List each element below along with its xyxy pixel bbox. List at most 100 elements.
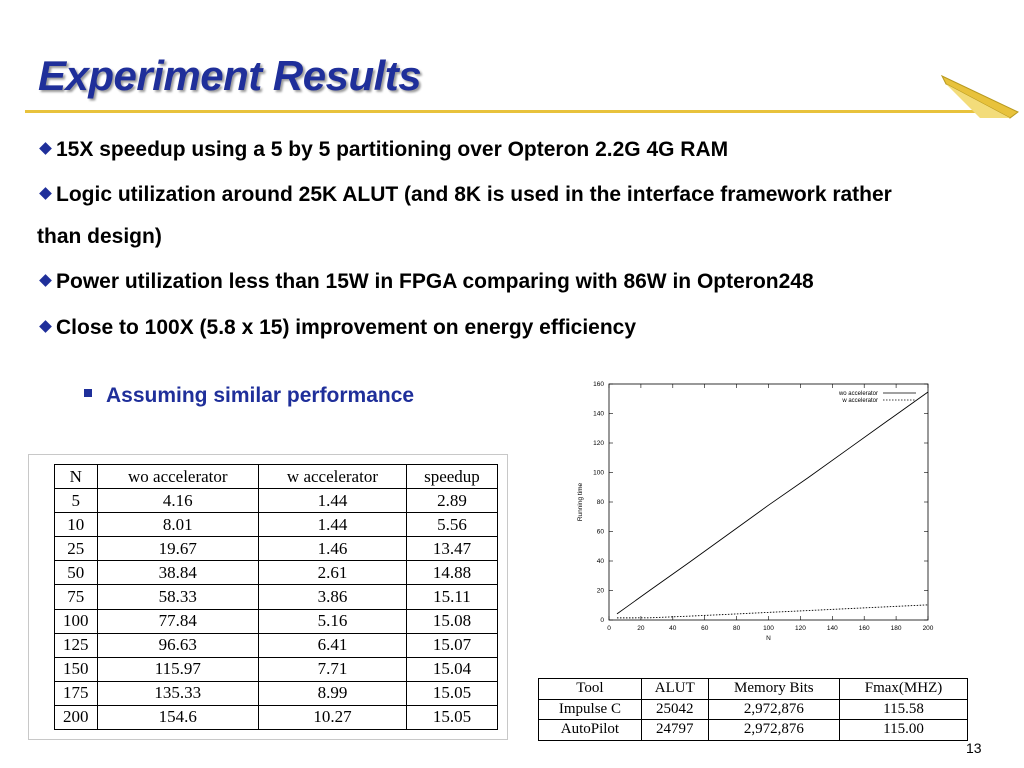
table-cell: 5 [54, 488, 98, 514]
x-tick-label: 60 [701, 625, 709, 632]
results-table-header-cell: speedup [405, 463, 499, 490]
x-axis-label: N [766, 635, 771, 642]
table-cell: 100 [54, 608, 98, 634]
bullet-item: Power utilization less than 15W in FPGA … [37, 268, 937, 296]
x-tick-label: 180 [891, 625, 902, 632]
x-tick-label: 200 [923, 625, 934, 632]
table-cell: 4.16 [96, 488, 260, 514]
table-cell: 125 [54, 632, 98, 658]
table-cell: 8.01 [96, 512, 260, 538]
y-tick-label: 160 [593, 381, 604, 388]
table-cell: 1.46 [258, 536, 407, 562]
bullet-text: Power utilization less than 15W in FPGA … [56, 270, 814, 293]
table-cell: 15.05 [405, 680, 499, 706]
table-row: 75 58.33 3.86 15.11 [54, 584, 499, 610]
bullet-text: 15X speedup using a 5 by 5 partitioning … [56, 138, 729, 161]
table-cell: AutoPilot [538, 719, 642, 741]
tool-table-body: Impulse C 25042 2,972,876 115.58 AutoPilot 24… [538, 698, 968, 741]
table-cell: 3.86 [258, 584, 407, 610]
table-row: 10 8.01 1.44 5.56 [54, 512, 499, 538]
table-cell: 200 [54, 704, 98, 731]
table-cell: 14.88 [405, 560, 499, 586]
bullet-text: Logic utilization around 25K ALUT (and 8… [37, 183, 892, 248]
table-row: 100 77.84 5.16 15.08 [54, 608, 499, 634]
bullet-text: Close to 100X (5.8 x 15) improvement on … [56, 316, 637, 339]
table-cell: 10.27 [258, 704, 407, 731]
y-tick-label: 80 [597, 499, 605, 506]
table-cell: 2,972,876 [707, 698, 841, 720]
table-cell: 96.63 [96, 632, 260, 658]
series-line [616, 604, 929, 619]
x-tick-label: 160 [859, 625, 870, 632]
table-cell: 5.16 [258, 608, 407, 634]
running-time-chart: 0 20 40 60 80 100 120 140 160 180 200 0 20 40 60 80 100 1… [577, 381, 934, 642]
y-axis-label: Running time [577, 482, 584, 521]
bullet-item: 15X speedup using a 5 by 5 partitioning … [37, 136, 937, 164]
series-line [616, 391, 929, 615]
table-cell: 25 [54, 536, 98, 562]
table-cell: 58.33 [96, 584, 260, 610]
results-table-header-cell: N [54, 463, 98, 490]
table-row: AutoPilot 24797 2,972,876 115.00 [538, 719, 968, 741]
table-cell: 15.05 [405, 704, 499, 731]
table-cell: 50 [54, 560, 98, 586]
table-cell: 115.00 [839, 719, 968, 741]
table-cell: 115.97 [96, 656, 260, 682]
table-cell: 154.6 [96, 704, 260, 731]
legend-label: wo accelerator [838, 391, 878, 397]
table-row: 50 38.84 2.61 14.88 [54, 560, 499, 586]
table-cell: 38.84 [96, 560, 260, 586]
page-number: 13 [966, 740, 982, 756]
y-tick-label: 120 [593, 440, 604, 447]
table-frame [28, 454, 508, 740]
x-tick-label: 20 [637, 625, 645, 632]
title-rule [25, 110, 995, 113]
y-tick-label: 0 [600, 617, 604, 624]
results-table-header-cell: wo accelerator [96, 463, 260, 490]
table-cell: 15.11 [405, 584, 499, 610]
table-cell: 25042 [640, 698, 709, 720]
table-cell: 7.71 [258, 656, 407, 682]
x-tick-label: 140 [827, 625, 838, 632]
y-tick-label: 100 [593, 470, 604, 477]
table-cell: 2.61 [258, 560, 407, 586]
results-table-body: 5 4.16 1.44 2.89 10 8.01 1.44 5.56 25 19.67 1.46 13… [54, 488, 499, 731]
table-cell: 19.67 [96, 536, 260, 562]
plot-frame [608, 383, 929, 621]
slide-title: Experiment Results [38, 52, 422, 99]
table-row: 150 115.97 7.71 15.04 [54, 656, 499, 682]
results-table-header-cell: w accelerator [258, 463, 407, 490]
table-row: Impulse C 25042 2,972,876 115.58 [538, 698, 968, 720]
table-cell: 75 [54, 584, 98, 610]
bullet-list: 15X speedup using a 5 by 5 partitioning … [37, 136, 937, 350]
tool-table-header-cell: Memory Bits [707, 678, 841, 700]
bullet-item: Logic utilization around 25K ALUT (and 8… [37, 174, 937, 258]
table-cell: 5.56 [405, 512, 499, 538]
y-tick-label: 20 [597, 588, 605, 595]
table-cell: 150 [54, 656, 98, 682]
tool-table-header: Tool ALUT Memory Bits Fmax(MHZ) [538, 678, 968, 700]
square-bullet-icon [84, 389, 92, 398]
table-cell: 13.47 [405, 536, 499, 562]
bullet-item: Close to 100X (5.8 x 15) improvement on … [37, 314, 937, 342]
table-cell: 15.08 [405, 608, 499, 634]
table-cell: 1.44 [258, 512, 407, 538]
table-cell: 1.44 [258, 488, 407, 514]
table-row: 200 154.6 10.27 15.05 [54, 704, 499, 731]
table-row: 5 4.16 1.44 2.89 [54, 488, 499, 514]
table-cell: 10 [54, 512, 98, 538]
sub-bullet-text: Assuming similar performance [106, 384, 415, 407]
tool-table-header-cell: Fmax(MHZ) [839, 678, 968, 700]
y-tick-label: 40 [597, 558, 605, 565]
table-cell: 135.33 [96, 680, 260, 706]
table-cell: 175 [54, 680, 98, 706]
table-cell: 2,972,876 [707, 719, 841, 741]
table-row: 125 96.63 6.41 15.07 [54, 632, 499, 658]
sub-bullet: Assuming similar performance [84, 384, 414, 408]
table-row: 25 19.67 1.46 13.47 [54, 536, 499, 562]
table-cell: 77.84 [96, 608, 260, 634]
tool-table-header-cell: Tool [538, 678, 642, 700]
x-tick-label: 0 [607, 625, 611, 632]
tool-table: Tool ALUT Memory Bits Fmax(MHZ) Impulse C 25… [538, 678, 968, 741]
